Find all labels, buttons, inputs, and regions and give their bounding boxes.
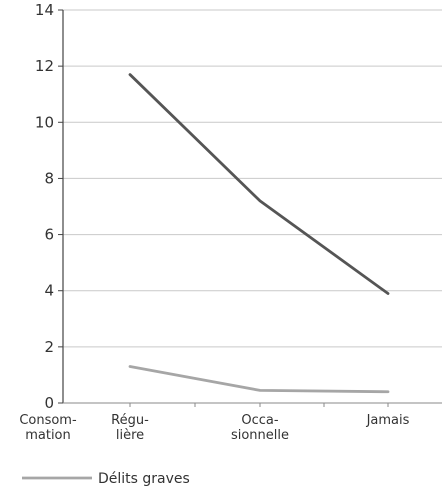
- y-tick-label-4: 4: [44, 282, 54, 300]
- legend: Délits graves: [22, 471, 190, 487]
- y-tick-label-10: 10: [35, 113, 54, 131]
- y-tick-label-2: 2: [44, 338, 54, 356]
- y-tick-label-12: 12: [35, 57, 54, 75]
- series-lines: [128, 73, 390, 394]
- y-axis: 0 2 4 6 8 10 12 14: [35, 1, 64, 412]
- x-axis-title: Consom-mation: [19, 413, 77, 443]
- grid-lines: [63, 9, 442, 348]
- legend-label-0: Délits graves: [98, 471, 190, 487]
- x-category-label-2: Jamais: [366, 413, 410, 428]
- y-tick-label-6: 6: [44, 226, 54, 244]
- x-axis: Consom-mation Régu-lière Occa-sionnelle Jam…: [19, 402, 442, 443]
- y-tick-label-0: 0: [44, 394, 54, 412]
- series-line-1: [128, 365, 390, 394]
- x-category-label-0: Régu-lière: [111, 413, 149, 443]
- y-tick-label-8: 8: [44, 169, 54, 187]
- series-line-0: [128, 73, 390, 295]
- y-tick-label-14: 14: [35, 1, 54, 19]
- x-category-label-1: Occa-sionnelle: [231, 413, 289, 443]
